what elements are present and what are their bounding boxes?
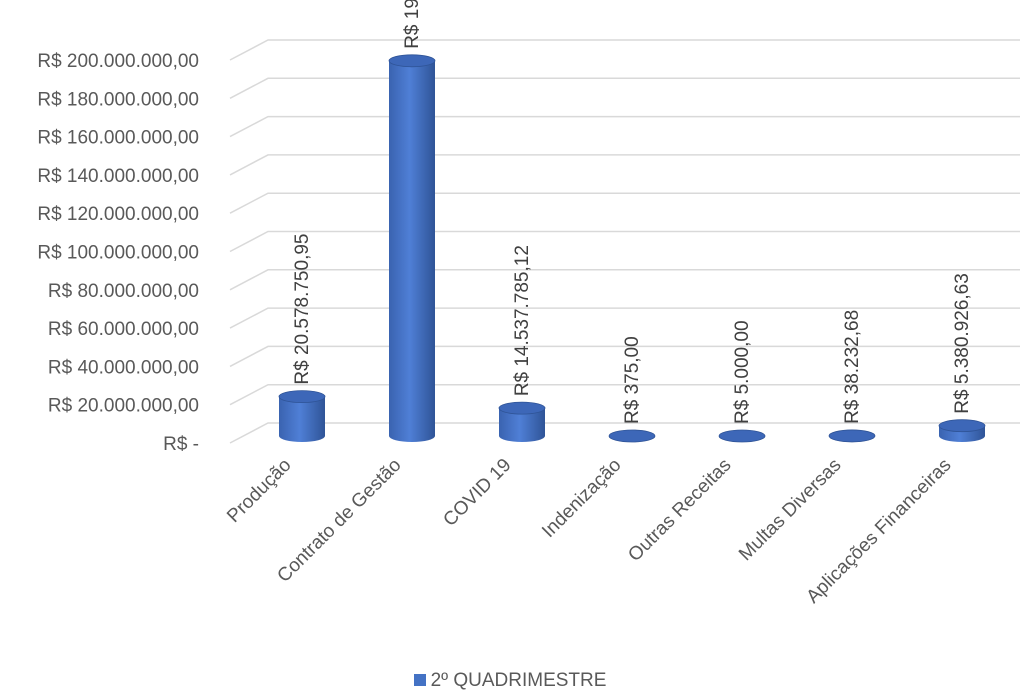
gridline	[229, 77, 1020, 99]
y-tick-label: R$ 40.000.000,00	[48, 357, 199, 378]
y-tick-label: R$ 120.000.000,00	[37, 204, 199, 225]
bar	[938, 419, 986, 442]
y-tick-label: R$ -	[163, 434, 199, 455]
bar	[608, 429, 656, 443]
gridlines	[229, 39, 1020, 444]
y-tick-label: R$ 160.000.000,00	[37, 128, 199, 149]
bar-body	[499, 408, 545, 442]
bar-body	[279, 396, 325, 442]
y-axis-ticks: R$ - R$ 20.000.000,00 R$ 40.000.000,00 R$ 6…	[37, 51, 199, 455]
gridline	[229, 422, 1020, 444]
gridline	[229, 269, 1020, 291]
gridline	[229, 230, 1020, 253]
gridline	[229, 307, 1020, 329]
bar	[278, 390, 326, 442]
gridline	[229, 192, 1020, 214]
data-label: R$ 195.929.181,12	[402, 0, 423, 49]
y-tick-label: R$ 100.000.000,00	[37, 243, 199, 264]
gridline	[229, 383, 1020, 406]
gridline	[229, 154, 1020, 176]
category-label: Indenização	[538, 455, 625, 542]
category-label: COVID 19	[439, 455, 515, 531]
bar-top	[388, 54, 436, 68]
bar	[388, 54, 436, 442]
legend-swatch	[413, 674, 426, 686]
bar-body	[389, 60, 435, 442]
bar-top	[608, 429, 656, 443]
legend-label: 2º QUADRIMESTRE	[430, 670, 607, 691]
data-label: R$ 14.537.785,12	[512, 245, 533, 396]
data-label: R$ 5.000,00	[732, 320, 753, 424]
category-label: Multas Diversas	[735, 455, 845, 565]
category-label: Contrato de Gestão	[273, 455, 405, 587]
gridline	[229, 345, 1020, 368]
data-labels: R$ 20.578.750,95 R$ 195.929.181,12 R$ 14.5…	[292, 0, 973, 424]
y-tick-label: R$ 180.000.000,00	[37, 89, 199, 110]
data-label: R$ 5.380.926,63	[952, 273, 973, 414]
y-tick-label: R$ 20.000.000,00	[48, 396, 199, 417]
bar-top	[498, 401, 546, 415]
data-label: R$ 375,00	[622, 336, 643, 424]
bar-top	[828, 429, 876, 443]
bar	[828, 429, 876, 443]
data-label: R$ 38.232,68	[842, 310, 863, 424]
gridline	[229, 115, 1020, 138]
bar-top	[718, 429, 766, 443]
data-label: R$ 20.578.750,95	[292, 234, 313, 385]
bars	[278, 54, 986, 443]
legend: 2º QUADRIMESTRE	[0, 670, 1020, 692]
category-label: Outras Receitas	[624, 455, 735, 566]
category-label: Produção	[223, 455, 295, 527]
bar	[718, 429, 766, 443]
bar-top	[278, 390, 326, 403]
y-tick-label: R$ 60.000.000,00	[48, 319, 199, 340]
bar	[498, 401, 546, 442]
gridline	[229, 39, 1020, 61]
y-tick-label: R$ 140.000.000,00	[37, 166, 199, 187]
y-tick-label: R$ 200.000.000,00	[37, 51, 199, 72]
y-tick-label: R$ 80.000.000,00	[48, 281, 199, 302]
bar-top	[938, 419, 986, 433]
